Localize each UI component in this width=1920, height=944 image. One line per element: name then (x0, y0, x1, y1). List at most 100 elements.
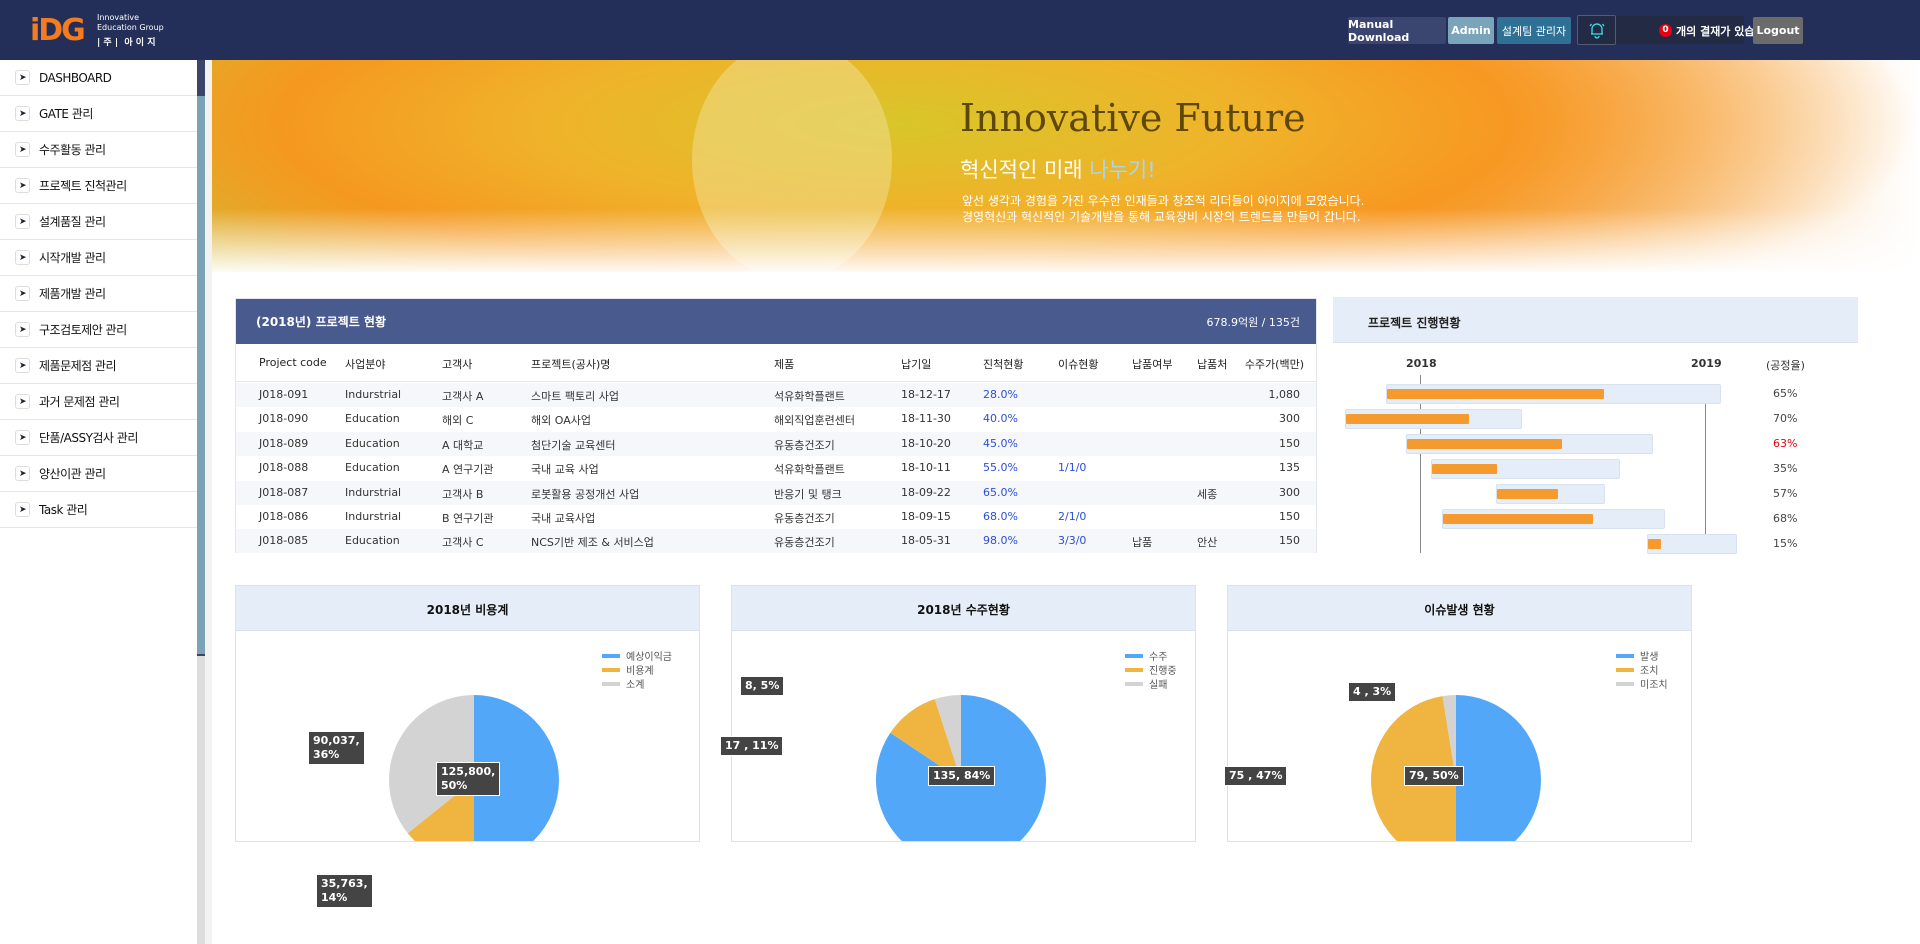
banner-subtitle: 혁신적인 미래 나누기! (960, 154, 1156, 184)
approval-count-badge: 0 (1659, 23, 1672, 37)
table-cell: 55.0% (983, 461, 1018, 475)
gantt-rate-label: 65% (1773, 387, 1798, 400)
sidebar-item[interactable]: ➤ DASHBOARD (0, 60, 197, 96)
pie-slice[interactable] (934, 695, 961, 780)
table-cell: 150 (1279, 534, 1300, 548)
logout-button[interactable]: Logout (1753, 17, 1803, 44)
table-row[interactable]: J018-090 Education 해외 C 해외 OA사업 해외직업훈련센터 18-1… (236, 407, 1316, 431)
pie-slice[interactable] (1456, 695, 1541, 841)
legend-item[interactable]: 진행중 (1125, 663, 1177, 677)
sidebar-item[interactable]: ➤ 구조검토제안 관리 (0, 312, 197, 348)
table-cell: Education (345, 436, 400, 450)
gantt-title: 프로젝트 진행현황 (1333, 297, 1858, 343)
gantt-rate-label: 70% (1773, 412, 1798, 425)
gantt-track (1647, 534, 1737, 554)
table-cell: 첨단기술 교육센터 (531, 438, 616, 452)
legend-item[interactable]: 미조치 (1616, 677, 1668, 691)
sidebar-item[interactable]: ➤ 과거 문제점 관리 (0, 384, 197, 420)
gantt-year-label: 2019 (1691, 357, 1722, 370)
table-cell: J018-086 (259, 510, 309, 523)
table-cell: J018-088 (259, 461, 309, 475)
column-header: 납기일 (901, 358, 932, 371)
pie-slice[interactable] (474, 695, 559, 841)
pie-slice[interactable] (389, 695, 474, 834)
table-row[interactable]: J018-088 Education A 연구기관 국내 교육 사업 석유화학플랜트 18… (236, 456, 1316, 480)
pie-data-label: 135, 84% (928, 766, 996, 786)
table-cell: 반응기 및 탱크 (774, 487, 842, 501)
sidebar-item[interactable]: ➤ Task 관리 (0, 492, 197, 528)
legend-item[interactable]: 예상이익금 (602, 649, 672, 663)
pie-data-label: 125,800, 50% (436, 762, 501, 796)
gantt-progress-bar[interactable] (1346, 414, 1469, 424)
approval-notice[interactable]: 0 (1616, 16, 1744, 44)
sidebar-item[interactable]: ➤ 단품/ASSY검사 관리 (0, 420, 197, 456)
gantt-rate-label: 15% (1773, 537, 1798, 550)
table-cell: 18-12-17 (901, 388, 951, 401)
table-cell: 18-11-30 (901, 412, 951, 426)
table-row[interactable]: J018-087 Indurstrial 고객사 B 로봇활용 공정개선 사업 반응기 … (236, 480, 1316, 505)
table-cell: 135 (1279, 461, 1300, 475)
table-header-row: Project code 사업분야 고객사 프로젝트(공사)명 제품 납기일 진척현황 이슈현… (236, 344, 1316, 382)
gantt-progress-bar[interactable] (1386, 389, 1604, 399)
table-cell: NCS기반 제조 & 서비스업 (531, 536, 654, 550)
legend-item[interactable]: 비용계 (602, 663, 654, 677)
hero-banner (212, 60, 1920, 272)
table-cell[interactable]: 2/1/0 (1058, 510, 1087, 523)
sidebar-item[interactable]: ➤ 양산이관 관리 (0, 456, 197, 492)
gantt-progress-bar[interactable] (1406, 439, 1562, 449)
admin-button[interactable]: Admin (1448, 17, 1494, 44)
table-header: (2018년) 프로젝트 현황 678.9억원 / 135건 (236, 299, 1316, 344)
table-cell: 150 (1279, 510, 1300, 523)
pie-slice[interactable] (876, 695, 1046, 841)
legend-item[interactable]: 조치 (1616, 663, 1659, 677)
legend-item[interactable]: 수주 (1125, 649, 1167, 663)
table-cell: 150 (1279, 436, 1300, 450)
table-row[interactable]: J018-085 Education 고객사 C NCS기반 제조 & 서비스업 유동층… (236, 529, 1316, 554)
chevron-right-icon: ➤ (15, 358, 30, 373)
sidebar-item[interactable]: ➤ 제품개발 관리 (0, 276, 197, 312)
sidebar-item[interactable]: ➤ 시작개발 관리 (0, 240, 197, 276)
legend-item[interactable]: 발생 (1616, 649, 1658, 663)
scrollbar-thumb[interactable] (197, 60, 205, 656)
manual-download-button[interactable]: Manual Download (1348, 17, 1446, 44)
table-cell: 18-10-20 (901, 436, 951, 450)
sidebar-item[interactable]: ➤ 수주활동 관리 (0, 132, 197, 168)
table-cell: J018-085 (259, 534, 309, 548)
sidebar-item[interactable]: ➤ 설계품질 관리 (0, 204, 197, 240)
gantt-rate-label: 35% (1773, 462, 1798, 475)
column-header: 진척현황 (983, 358, 1024, 371)
legend-swatch (1125, 681, 1143, 686)
table-row[interactable]: J018-086 Indurstrial B 연구기관 국내 교육사업 유동층건조기 18… (236, 505, 1316, 529)
logo[interactable]: iDG Innovative Education Group | 주 | 아 이… (30, 13, 170, 49)
legend-label: 소계 (626, 680, 645, 691)
table-cell[interactable]: 1/1/0 (1058, 461, 1087, 475)
gantt-progress-bar[interactable] (1496, 489, 1558, 499)
legend-label: 예상이익금 (626, 652, 672, 663)
gantt-progress-bar[interactable] (1431, 464, 1498, 474)
pie-data-label: 79, 50% (1404, 766, 1464, 786)
team-admin-button[interactable]: 설계팀 관리자 (1497, 17, 1571, 44)
sidebar-item[interactable]: ➤ 프로젝트 진척관리 (0, 168, 197, 204)
table-row[interactable]: J018-089 Education A 대학교 첨단기술 교육센터 유동층건조기 18-… (236, 431, 1316, 456)
table-cell: 국내 교육 사업 (531, 463, 599, 477)
gantt-progress-bar[interactable] (1442, 514, 1594, 524)
table-cell: J018-087 (259, 485, 309, 499)
chevron-right-icon: ➤ (15, 394, 30, 409)
table-cell: J018-089 (259, 436, 309, 450)
sidebar-item[interactable]: ➤ 제품문제점 관리 (0, 348, 197, 384)
pie-slice[interactable] (890, 699, 961, 780)
table-cell: 28.0% (983, 388, 1018, 401)
legend-item[interactable]: 소계 (602, 677, 645, 691)
legend-swatch (1125, 653, 1143, 658)
bell-button[interactable] (1577, 15, 1616, 45)
legend-item[interactable]: 실패 (1125, 677, 1167, 691)
table-row[interactable]: J018-091 Indurstrial 고객사 A 스마트 팩토리 사업 석유화학플랜… (236, 383, 1316, 407)
sidebar-item[interactable]: ➤ GATE 관리 (0, 96, 197, 132)
gantt-progress-bar[interactable] (1648, 539, 1662, 549)
sidebar-item-label: GATE 관리 (39, 107, 93, 121)
pie-slice[interactable] (1442, 695, 1456, 780)
legend-label: 조치 (1640, 666, 1659, 677)
legend-swatch (602, 681, 620, 686)
table-cell: 18-10-11 (901, 461, 951, 475)
table-cell[interactable]: 3/3/0 (1058, 534, 1087, 548)
